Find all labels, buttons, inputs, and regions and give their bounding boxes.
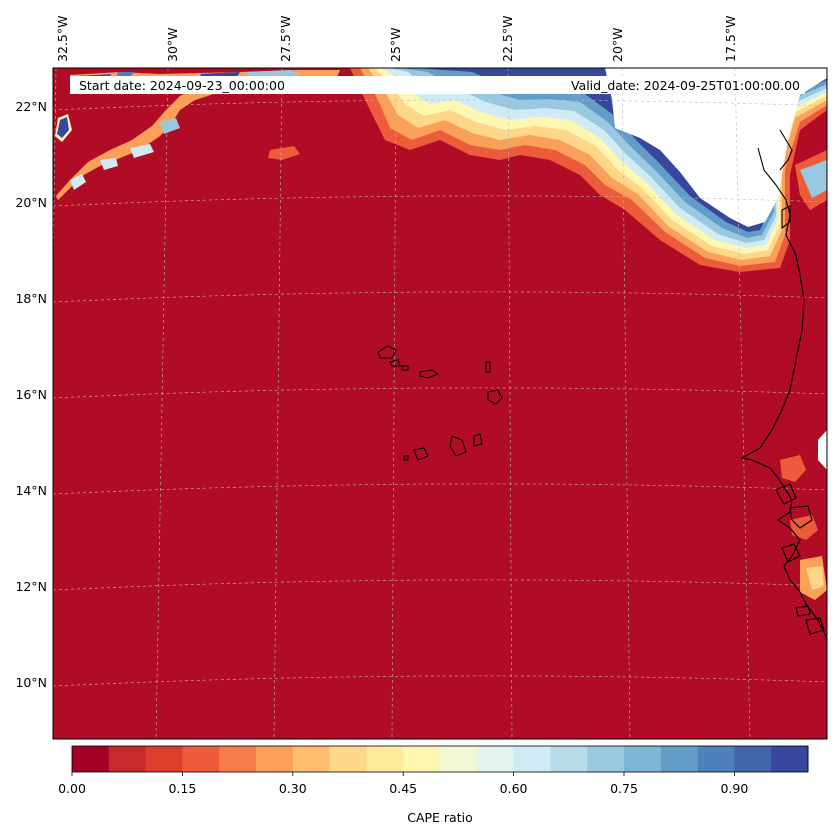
lat-label-22n: 22°N: [15, 99, 47, 114]
colorbar-tick-label: 0.75: [610, 781, 638, 796]
colorbar-tick-label: 0.90: [720, 781, 748, 796]
colorbar: [71, 745, 809, 773]
longitude-labels: 32.5°W 30°W 27.5°W 25°W 22.5°W 20°W 17.5…: [55, 16, 738, 62]
colorbar-frame: [71, 745, 809, 773]
colorbar-swatch: [440, 746, 478, 772]
cape-verde-islands: [377, 345, 503, 461]
coast-inlet-4: [789, 505, 813, 529]
colorbar-tick-label: 0.00: [58, 781, 86, 796]
lat-label-12n: 12°N: [15, 579, 47, 594]
lon-label-32-5w: 32.5°W: [55, 16, 70, 62]
colorbar-swatch: [734, 746, 772, 772]
colorbar-swatch: [624, 746, 662, 772]
lat-label-16n: 16°N: [15, 387, 47, 402]
colorbar-swatch: [366, 746, 404, 772]
coast-inlet-2: [781, 205, 791, 230]
valid-date-text: Valid_date: 2024-09-25T01:00:00.00: [571, 78, 800, 93]
colorbar-swatch: [771, 746, 809, 772]
colorbar-swatch: [72, 746, 110, 772]
coast-inlet-6: [805, 617, 825, 635]
lat-label-14n: 14°N: [15, 483, 47, 498]
map-gridlines: [53, 68, 827, 739]
lon-label-30w: 30°W: [165, 27, 180, 62]
colorbar-tick-label: 0.60: [500, 781, 528, 796]
colorbar-swatch: [476, 746, 515, 772]
colorbar-swatch: [660, 746, 699, 772]
latitude-labels: 22°N 20°N 18°N 16°N 14°N 12°N 10°N: [15, 99, 47, 690]
start-date-text: Start date: 2024-09-23_00:00:00: [79, 78, 285, 93]
colorbar-swatch: [587, 746, 625, 772]
colorbar-swatch: [108, 746, 147, 772]
colorbar-swatch: [403, 746, 441, 772]
colorbar-swatch: [219, 746, 257, 772]
lat-label-10n: 10°N: [15, 675, 47, 690]
colorbar-swatch: [256, 746, 294, 772]
lon-label-17-5w: 17.5°W: [723, 16, 738, 62]
coast-inlet-3: [775, 483, 797, 505]
colorbar-tick-label: 0.30: [279, 781, 307, 796]
colorbar-swatch: [145, 746, 183, 772]
cape-contours-north: [350, 68, 827, 272]
colorbar-swatch: [329, 746, 367, 772]
africa-coastline: [740, 147, 827, 641]
coast-inlet-5: [795, 605, 811, 617]
lat-label-18n: 18°N: [15, 291, 47, 306]
coast-inlet-7: [781, 543, 801, 563]
colorbar-swatch: [182, 746, 220, 772]
lat-label-20n: 20°N: [15, 195, 47, 210]
colorbar-swatch: [513, 746, 551, 772]
colorbar-tick-label: 0.45: [389, 781, 417, 796]
lon-label-27-5w: 27.5°W: [278, 16, 293, 62]
colorbar-ticks: 0.00 0.15 0.30 0.45 0.60 0.75 0.90: [58, 772, 748, 796]
masked-region-northeast: [605, 68, 827, 227]
coast-inlet-1: [779, 129, 793, 171]
colorbar-swatch: [697, 746, 735, 772]
cape-contours-southeast: [780, 150, 827, 600]
map-panel: [53, 68, 827, 739]
colorbar-tick-label: 0.15: [168, 781, 196, 796]
map-frame: [52, 67, 828, 740]
lon-label-25w: 25°W: [388, 27, 403, 62]
colorbar-swatch: [550, 746, 588, 772]
lon-label-20w: 20°W: [610, 27, 625, 62]
lon-label-22-5w: 22.5°W: [500, 16, 515, 62]
colorbar-label: CAPE ratio: [407, 810, 473, 825]
info-strip: [70, 76, 805, 94]
colorbar-swatch: [292, 746, 331, 772]
